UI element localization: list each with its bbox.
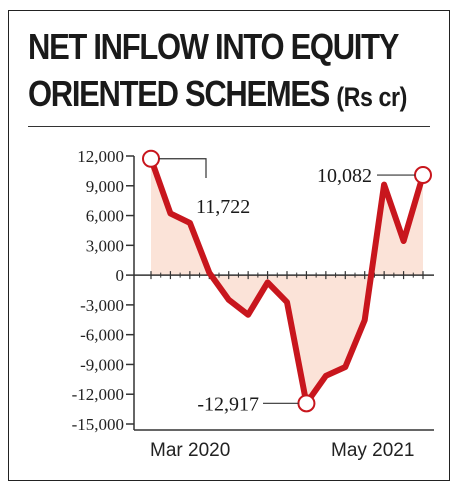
series-line [148, 155, 426, 407]
highlight-marker [297, 394, 316, 413]
x-tick-label-start: Mar 2020 [150, 440, 230, 461]
y-tick-label: -9,000 [80, 355, 124, 374]
axis-layer: 12,000 9,000 6,000 3,000 0 -3,000 -6,000 -9,000… [72, 147, 434, 461]
y-tick-label: 6,000 [86, 207, 124, 226]
y-tick-label: 0 [116, 266, 125, 285]
chart-title-text: ORIENTED SCHEMES [28, 73, 330, 114]
y-tick-label: -6,000 [80, 326, 124, 345]
chart-title-line-1: NET INFLOW INTO EQUITY [28, 26, 399, 67]
y-tick-label: 3,000 [86, 236, 124, 255]
annotation-label: 10,082 [317, 165, 372, 187]
annotation-label: 11,722 [196, 196, 250, 218]
y-tick-label: -3,000 [80, 296, 124, 315]
x-tick-label-end: May 2021 [331, 440, 414, 461]
annotation-label: -12,917 [197, 393, 259, 415]
title-divider [28, 126, 430, 127]
chart-unit: (Rs cr) [336, 82, 407, 112]
annotation-layer: 11,722 -12,917 10,082 [142, 149, 432, 415]
y-tick-label: 12,000 [77, 147, 124, 166]
series-line-layer [148, 155, 426, 407]
y-tick-label: 9,000 [86, 177, 124, 196]
highlight-marker [142, 149, 160, 168]
leader-line [159, 158, 207, 178]
highlight-marker [414, 166, 432, 185]
chart-title-line-2: ORIENTED SCHEMES (Rs cr) [28, 73, 407, 115]
y-tick-label: -12,000 [72, 385, 124, 404]
y-tick-label: -15,000 [72, 415, 124, 434]
